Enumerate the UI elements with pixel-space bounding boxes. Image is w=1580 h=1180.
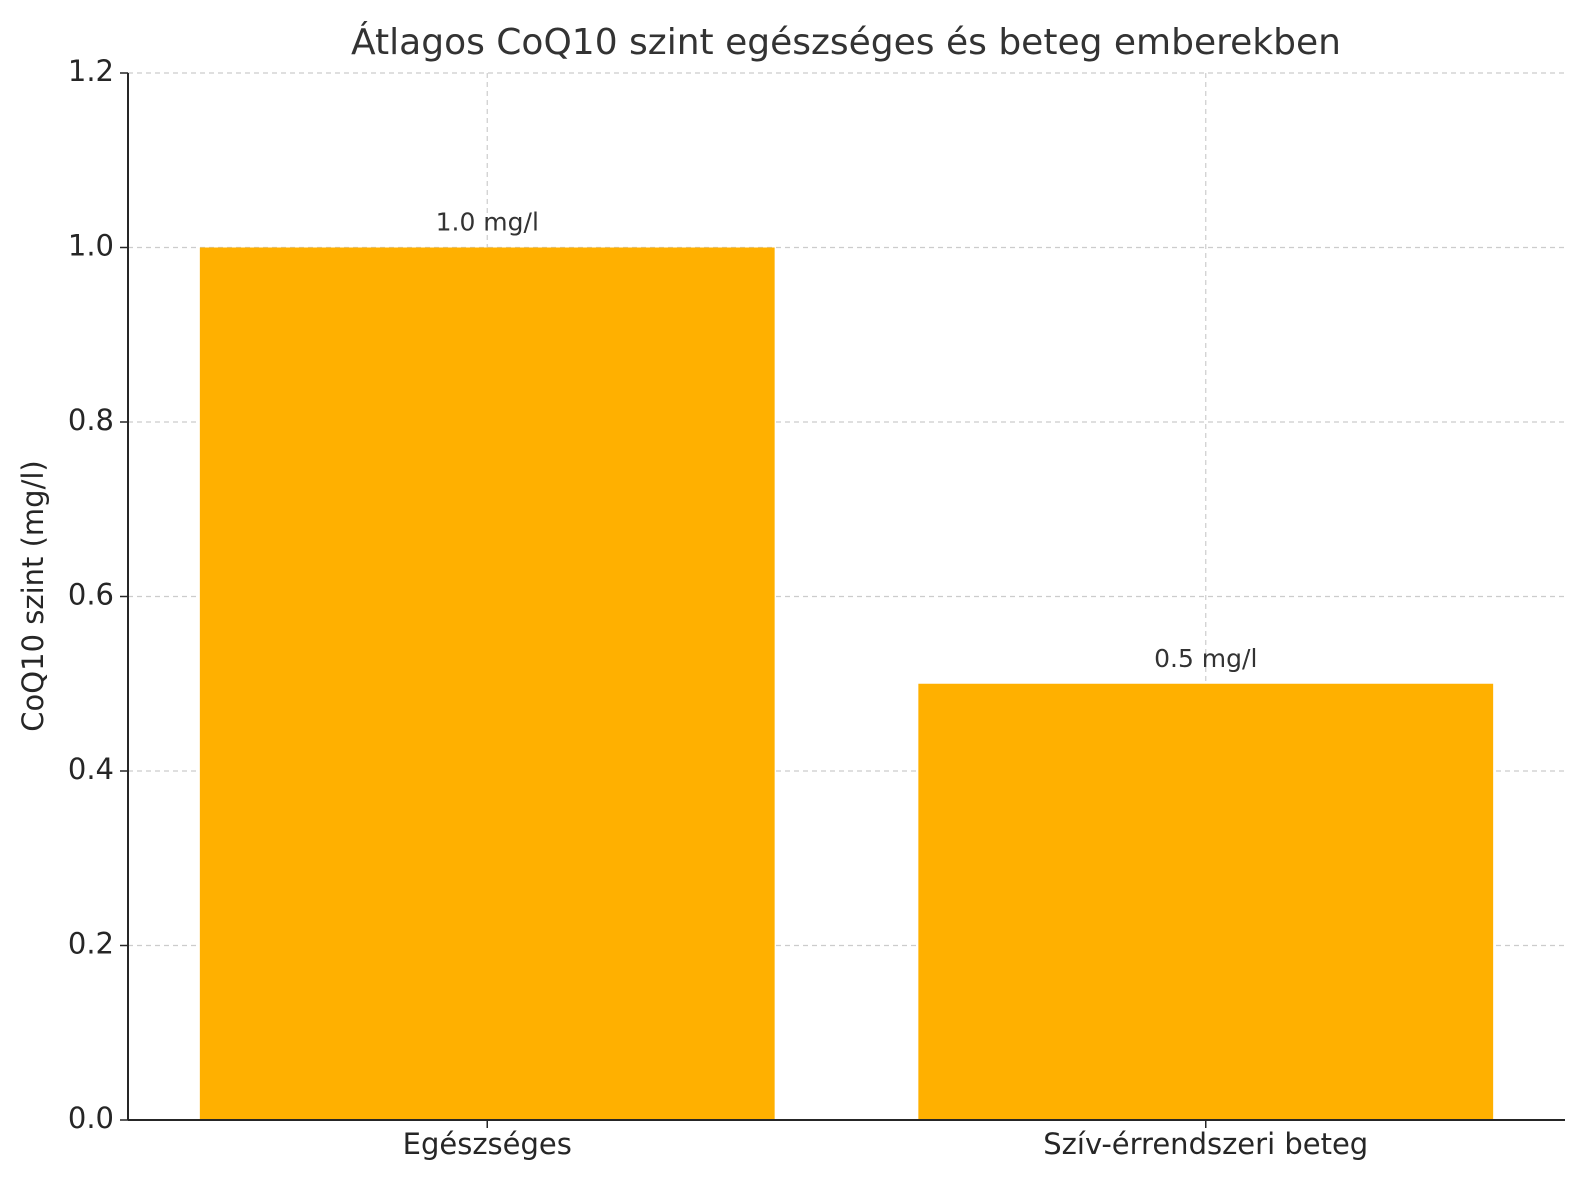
x-tick-label: Egészséges (403, 1127, 572, 1161)
y-tick-label: 0.2 (68, 927, 114, 961)
chart-title: Átlagos CoQ10 szint egészséges és beteg … (351, 21, 1341, 63)
y-tick-label: 0.8 (68, 403, 114, 437)
y-tick-label: 0.0 (68, 1101, 114, 1135)
y-axis-label: CoQ10 szint (mg/l) (16, 460, 50, 731)
y-tick-label: 0.6 (68, 578, 114, 612)
value-label: 0.5 mg/l (1154, 644, 1257, 673)
y-tick-label: 1.0 (68, 229, 114, 263)
value-label: 1.0 mg/l (436, 208, 539, 237)
x-tick-label: Szív-érrendszeri beteg (1043, 1127, 1368, 1161)
y-tick-label: 0.4 (68, 752, 114, 786)
y-tick-label: 1.2 (68, 54, 114, 88)
bar (918, 683, 1494, 1120)
bar (199, 247, 775, 1120)
